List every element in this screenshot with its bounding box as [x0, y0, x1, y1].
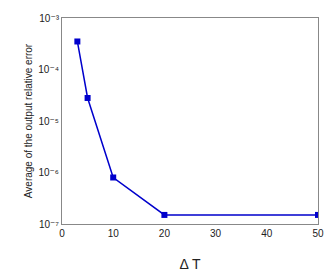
svg-text:20: 20	[159, 228, 171, 239]
svg-text:30: 30	[210, 228, 222, 239]
svg-text:10⁻⁴: 10⁻⁴	[38, 64, 59, 75]
svg-text:50: 50	[312, 228, 324, 239]
svg-text:10⁻³: 10⁻³	[39, 13, 59, 24]
svg-text:Average of the output relative: Average of the output relative error	[23, 43, 34, 198]
svg-text:10: 10	[108, 228, 120, 239]
svg-text:10⁻⁷: 10⁻⁷	[39, 219, 59, 230]
svg-text:10⁻⁶: 10⁻⁶	[38, 167, 59, 178]
svg-text:Δ T: Δ T	[179, 256, 200, 272]
svg-text:0: 0	[59, 228, 65, 239]
svg-text:40: 40	[261, 228, 273, 239]
svg-text:10⁻⁵: 10⁻⁵	[38, 116, 59, 127]
